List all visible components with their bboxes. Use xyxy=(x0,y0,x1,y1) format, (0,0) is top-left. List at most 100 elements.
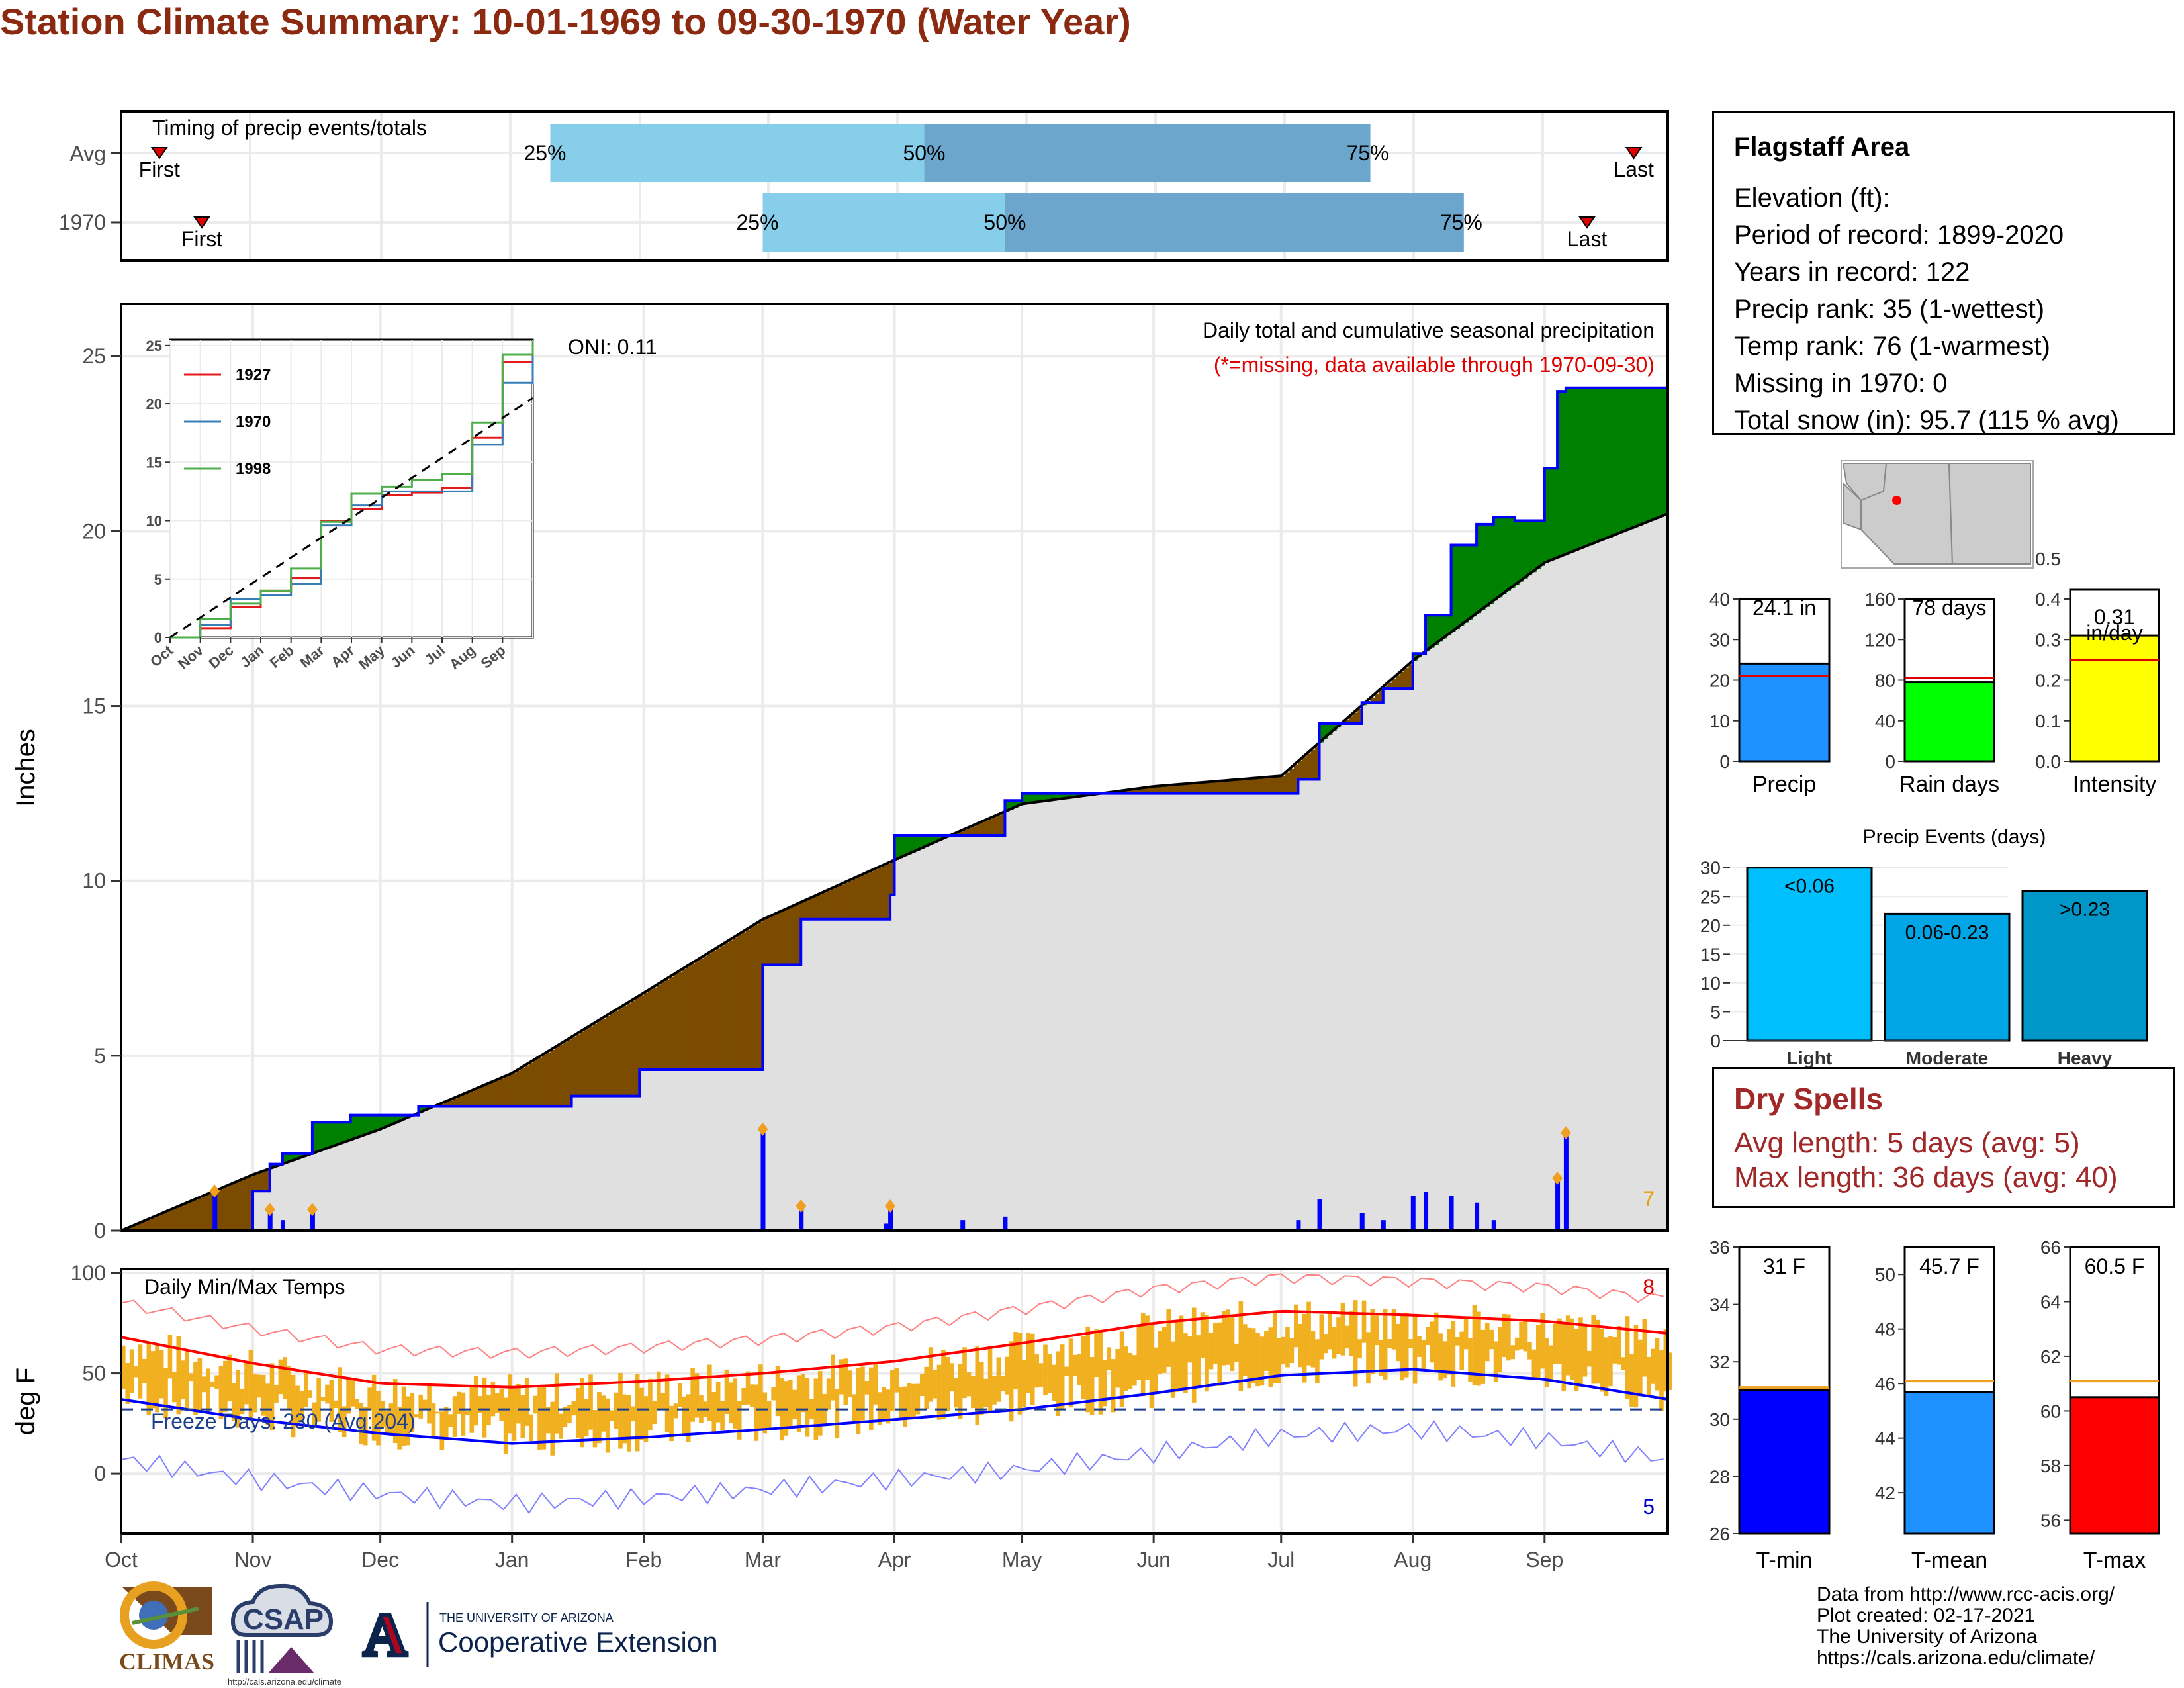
below-average-band xyxy=(729,940,734,1070)
below-average-band xyxy=(512,1073,517,1107)
daily-temp-bar xyxy=(1668,1352,1672,1390)
daily-temp-bar xyxy=(457,1391,461,1415)
above-average-band xyxy=(1608,387,1614,538)
last-event-marker xyxy=(1625,147,1643,160)
daily-temp-bar xyxy=(1158,1330,1163,1374)
above-average-band xyxy=(1038,793,1044,802)
credit-plot-created: Plot created: 02-17-2021 xyxy=(1817,1605,2036,1626)
daily-temp-bar xyxy=(180,1360,185,1399)
below-average-band xyxy=(1161,786,1167,794)
daily-temp-bar xyxy=(134,1366,138,1378)
daily-temp-bar xyxy=(941,1350,946,1419)
above-average-band xyxy=(350,1115,355,1140)
above-average-band xyxy=(1480,524,1486,610)
daily-temp-bar xyxy=(1124,1346,1128,1391)
below-average-band xyxy=(618,1008,623,1096)
daily-temp-bar xyxy=(1561,1322,1567,1391)
below-average-band xyxy=(1208,782,1214,794)
daily-temp-bar xyxy=(1383,1309,1388,1380)
below-average-band xyxy=(571,1037,576,1096)
summary-bar-label: Intensity xyxy=(2073,772,2157,797)
above-average-band xyxy=(334,1122,339,1146)
below-average-band xyxy=(1213,781,1218,794)
above-average-band xyxy=(367,1115,373,1134)
above-average-band xyxy=(1412,653,1418,661)
daily-temp-bar xyxy=(499,1389,504,1421)
below-average-band xyxy=(966,828,972,836)
below-average-band xyxy=(1251,778,1256,794)
below-average-band xyxy=(771,915,776,965)
temp-summary-tick-label: 46 xyxy=(1875,1374,1895,1394)
daily-temp-bar xyxy=(1013,1331,1018,1390)
daily-temp-bar xyxy=(758,1364,763,1430)
daily-temp-bar xyxy=(537,1387,542,1450)
below-average-band xyxy=(724,943,729,1070)
below-average-band xyxy=(529,1062,534,1107)
temp-summary-tick-label: 30 xyxy=(1709,1409,1730,1430)
daily-temp-bar xyxy=(601,1395,606,1432)
daily-temp-bar xyxy=(338,1367,343,1432)
daily-temp-bar xyxy=(903,1386,907,1427)
below-average-band xyxy=(180,1205,185,1231)
above-average-band xyxy=(320,1122,326,1150)
daily-precip-bar xyxy=(1424,1192,1429,1231)
above-average-band xyxy=(1502,517,1507,594)
daily-temp-bar xyxy=(439,1411,445,1450)
above-average-band xyxy=(312,1122,317,1154)
dry-spells-title: Dry Spells xyxy=(1734,1082,1883,1116)
events-title: Precip Events (days) xyxy=(1863,826,2046,848)
below-average-band xyxy=(847,880,852,919)
station-elevation: Elevation (ft): xyxy=(1734,183,1890,212)
daily-temp-bar xyxy=(1107,1347,1112,1370)
daily-temp-bar xyxy=(733,1378,738,1430)
below-average-band xyxy=(690,964,696,1070)
daily-temp-bar xyxy=(1659,1350,1664,1411)
below-average-band xyxy=(1306,753,1312,780)
below-average-band xyxy=(193,1199,199,1231)
daily-temp-bar xyxy=(448,1414,453,1427)
daily-temp-bar xyxy=(503,1397,508,1454)
temp-summary-value: 31 F xyxy=(1763,1254,1805,1278)
daily-temp-bar xyxy=(1302,1313,1307,1383)
summary-bar-tick-label: 0.4 xyxy=(2035,589,2061,610)
daily-temp-bar xyxy=(1255,1333,1260,1387)
temp-summary-bars: 26 28 30 32 34 36 31 F T-min 42 44 46 48 50 45.7 F T-m… xyxy=(1709,1237,2160,1573)
daily-temp-bar xyxy=(1591,1315,1596,1384)
above-average-band xyxy=(1319,723,1324,743)
ua-extension-text: Cooperative Extension xyxy=(438,1626,718,1658)
daily-temp-bar xyxy=(167,1335,173,1379)
daily-temp-bar xyxy=(890,1370,895,1411)
below-average-band xyxy=(660,982,666,1070)
below-average-band xyxy=(983,820,989,836)
daily-temp-bar xyxy=(1103,1360,1107,1407)
above-average-band xyxy=(1629,387,1635,529)
below-average-band xyxy=(843,882,848,919)
above-average-band xyxy=(1519,520,1524,582)
daily-temp-bar xyxy=(966,1372,972,1397)
top-precip-marker xyxy=(1560,1126,1571,1140)
below-average-band xyxy=(1255,778,1261,794)
above-average-band xyxy=(287,1153,292,1163)
below-average-band xyxy=(750,927,755,1070)
oni-label: ONI: 0.11 xyxy=(568,335,657,359)
daily-temp-bar xyxy=(431,1403,436,1436)
above-average-band xyxy=(920,835,925,849)
daily-precip-bar xyxy=(267,1209,273,1231)
daily-temp-bar xyxy=(1306,1301,1311,1366)
daily-precip-bar xyxy=(760,1129,766,1231)
above-average-band xyxy=(915,835,921,851)
credit-url: https://cals.arizona.edu/climate/ xyxy=(1817,1647,2095,1669)
daily-temp-bar xyxy=(1259,1336,1265,1386)
below-average-band xyxy=(253,1174,258,1192)
above-average-band xyxy=(1068,793,1073,798)
above-average-band xyxy=(385,1115,390,1128)
daily-temp-bar xyxy=(843,1358,848,1405)
below-average-band xyxy=(831,888,836,919)
daily-temp-bar xyxy=(707,1364,712,1421)
above-average-band xyxy=(1506,517,1512,591)
daily-temp-bar xyxy=(197,1358,203,1411)
above-average-band xyxy=(1013,800,1019,808)
csap-wordmark: CSAP xyxy=(243,1603,324,1636)
temp-summary-tick-label: 36 xyxy=(1709,1237,1730,1258)
daily-temp-bar xyxy=(831,1354,835,1401)
